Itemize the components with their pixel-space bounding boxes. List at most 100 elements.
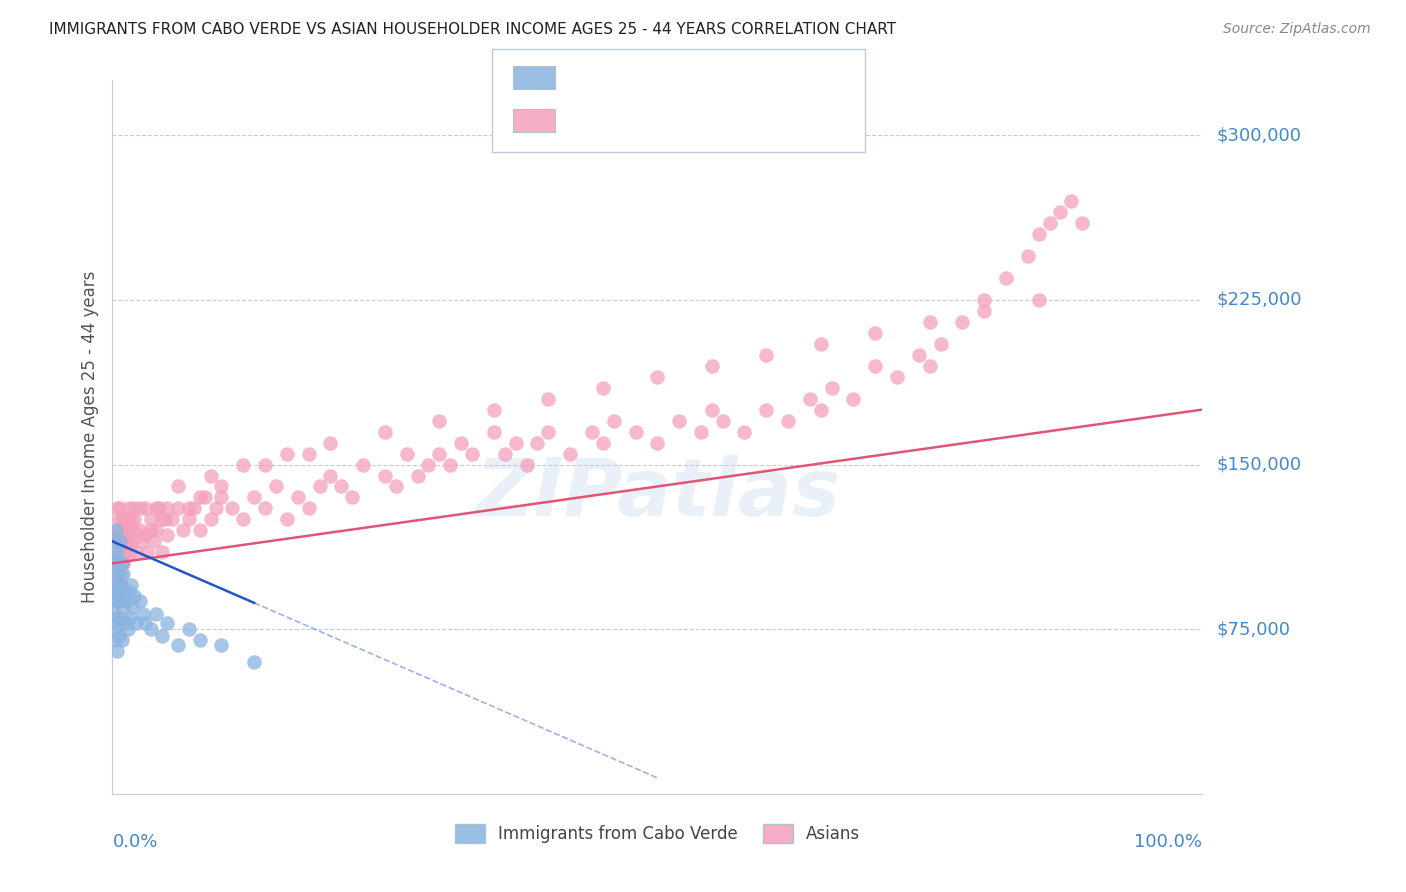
Point: [107, 593, 129, 607]
Point: [114, 615, 136, 630]
Point: [105, 549, 128, 564]
Point: [482, 402, 505, 417]
Point: [162, 512, 184, 526]
Text: R =  0.470   N= 146: R = 0.470 N= 146: [567, 112, 766, 129]
Point: [558, 446, 582, 460]
Point: [200, 512, 222, 526]
Point: [863, 326, 886, 340]
Point: [107, 615, 129, 630]
Point: [104, 534, 127, 549]
Point: [139, 622, 162, 636]
Point: [973, 293, 995, 307]
Point: [374, 468, 396, 483]
Point: [482, 425, 505, 439]
Point: [352, 458, 374, 472]
Point: [711, 414, 734, 428]
Point: [134, 615, 156, 630]
Point: [148, 501, 170, 516]
Text: Source: ZipAtlas.com: Source: ZipAtlas.com: [1223, 22, 1371, 37]
Point: [122, 524, 145, 538]
Point: [105, 578, 128, 592]
Point: [755, 348, 778, 362]
Point: [110, 524, 132, 538]
Point: [108, 557, 131, 571]
Point: [418, 458, 440, 472]
Point: [166, 479, 188, 493]
Point: [103, 607, 125, 621]
Point: [1017, 249, 1039, 263]
Point: [108, 545, 131, 559]
Point: [297, 501, 319, 516]
Point: [124, 512, 146, 526]
Point: [111, 633, 134, 648]
Point: [111, 557, 134, 571]
Point: [118, 501, 141, 516]
Point: [406, 468, 429, 483]
Text: R = -0.266   N=  51: R = -0.266 N= 51: [567, 69, 766, 87]
Point: [330, 479, 353, 493]
Point: [821, 381, 844, 395]
Point: [108, 557, 131, 571]
Point: [104, 524, 127, 538]
Point: [118, 545, 141, 559]
Point: [104, 585, 127, 599]
Point: [863, 359, 886, 373]
Point: [243, 491, 266, 505]
Point: [150, 512, 173, 526]
Point: [104, 567, 127, 582]
Point: [188, 524, 211, 538]
Point: [134, 501, 156, 516]
Point: [973, 303, 995, 318]
Point: [810, 402, 832, 417]
Point: [108, 629, 131, 643]
Point: [395, 446, 418, 460]
Point: [120, 578, 142, 592]
Point: [602, 414, 624, 428]
Point: [110, 578, 132, 592]
Point: [592, 435, 614, 450]
Point: [886, 369, 908, 384]
Point: [118, 611, 141, 625]
Point: [918, 315, 941, 329]
Point: [427, 446, 450, 460]
Point: [918, 359, 941, 373]
Point: [537, 392, 560, 406]
Point: [121, 600, 143, 615]
Point: [494, 446, 516, 460]
Point: [107, 534, 129, 549]
Point: [107, 578, 129, 592]
Point: [128, 501, 150, 516]
Point: [115, 593, 138, 607]
Point: [950, 315, 973, 329]
Point: [114, 545, 136, 559]
Point: [308, 479, 330, 493]
Point: [105, 501, 128, 516]
Point: [104, 567, 127, 582]
Point: [104, 593, 127, 607]
Point: [145, 501, 167, 516]
Point: [776, 414, 799, 428]
Point: [112, 567, 135, 582]
Point: [110, 611, 132, 625]
Point: [105, 545, 128, 559]
Point: [200, 468, 222, 483]
Point: [105, 644, 128, 658]
Point: [211, 638, 233, 652]
Point: [103, 557, 125, 571]
Point: [121, 534, 143, 549]
Point: [104, 578, 127, 592]
Point: [117, 622, 139, 636]
Point: [139, 524, 162, 538]
Point: [221, 501, 243, 516]
Point: [112, 534, 135, 549]
Point: [104, 534, 127, 549]
Point: [114, 512, 136, 526]
Point: [994, 271, 1017, 285]
Point: [205, 501, 228, 516]
Point: [108, 534, 131, 549]
Point: [125, 615, 148, 630]
Y-axis label: Householder Income Ages 25 - 44 years: Householder Income Ages 25 - 44 years: [80, 271, 98, 603]
Point: [131, 534, 153, 549]
Point: [108, 593, 131, 607]
Text: 0.0%: 0.0%: [112, 833, 157, 851]
